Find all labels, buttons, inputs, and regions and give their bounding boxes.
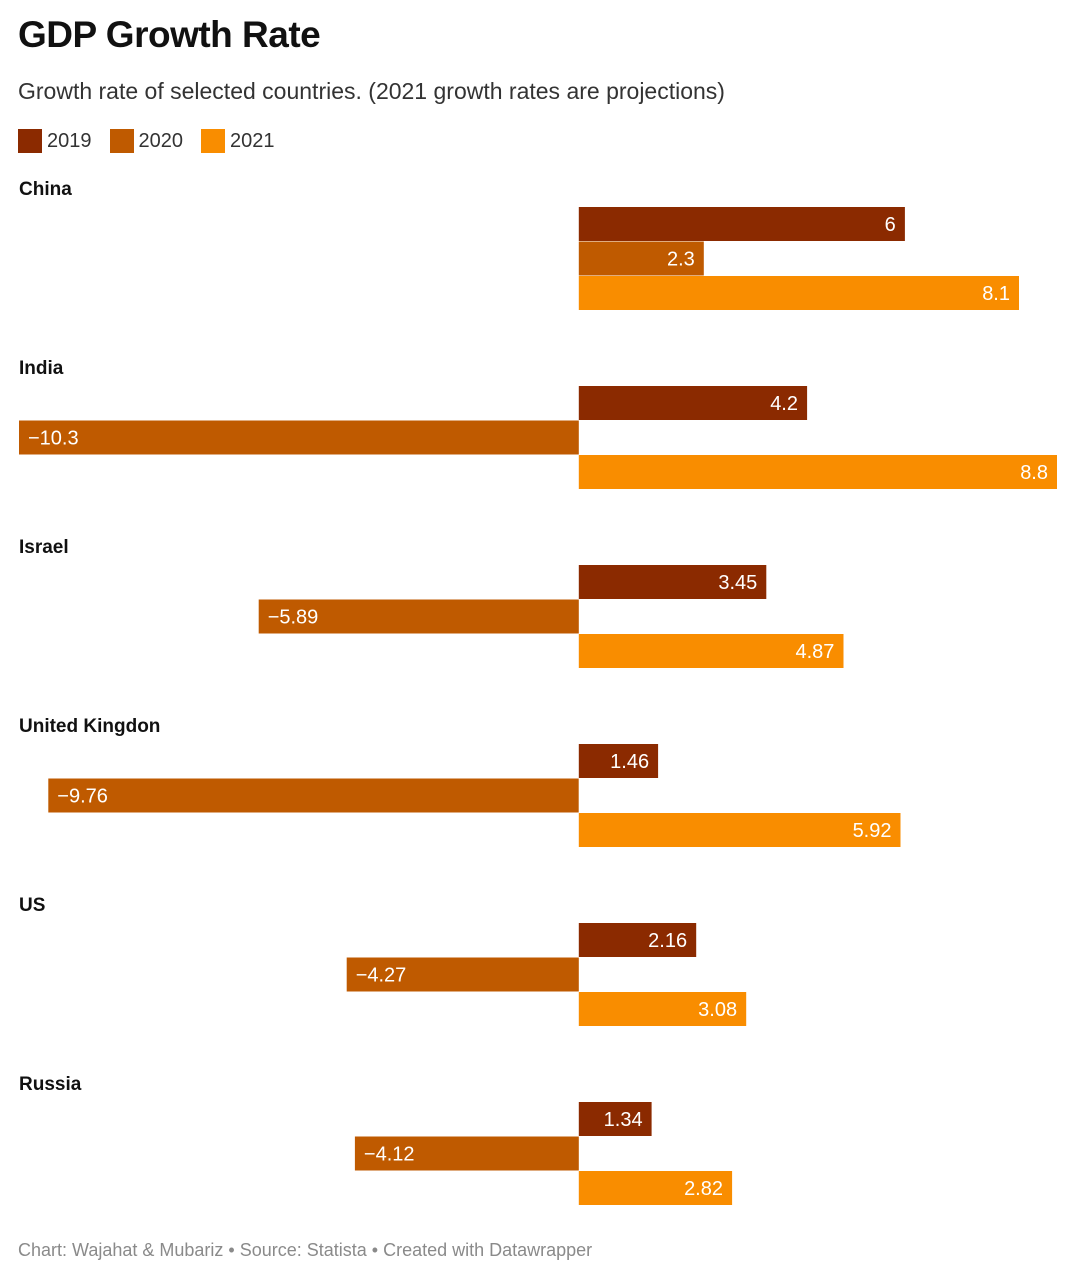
category-label-china: China: [19, 179, 72, 200]
bar-china-2019: [578, 207, 905, 241]
bar-china-2021: [578, 276, 1019, 310]
legend-swatch-2021: [201, 129, 225, 153]
bar-russia-2020: [354, 1136, 579, 1171]
bar-china-2020: [578, 241, 704, 276]
chart-subtitle: Growth rate of selected countries. (2021…: [18, 78, 725, 104]
bar-russia-2019: [578, 1102, 652, 1136]
legend-item-2021: 2021: [201, 129, 275, 153]
category-label-india: India: [19, 358, 64, 379]
value-label-india-2019: 4.2: [770, 393, 798, 415]
value-label-united-kingdon-2021: 5.92: [853, 820, 892, 842]
value-label-israel-2020: −5.89: [268, 607, 319, 629]
value-label-china-2021: 8.1: [982, 283, 1010, 305]
legend-swatch-2020: [109, 129, 134, 153]
legend-item-2019: 2019: [18, 129, 92, 153]
legend-swatch-2019: [18, 129, 42, 153]
value-label-israel-2019: 3.45: [718, 572, 757, 594]
bar-united-kingdon-2020: [48, 778, 579, 813]
value-label-china-2020: 2.3: [667, 249, 695, 271]
value-label-india-2021: 8.8: [1020, 462, 1048, 484]
chart-footer: Chart: Wajahat & Mubariz • Source: Stati…: [18, 1240, 593, 1260]
value-label-united-kingdon-2020: −9.76: [57, 786, 108, 808]
value-label-china-2019: 6: [885, 214, 896, 236]
bar-russia-2021: [578, 1171, 733, 1205]
value-label-russia-2019: 1.34: [604, 1109, 643, 1131]
value-label-us-2019: 2.16: [648, 930, 687, 952]
value-label-us-2020: −4.27: [356, 965, 407, 987]
bar-us-2020: [346, 957, 579, 992]
value-label-israel-2021: 4.87: [795, 641, 834, 663]
bar-india-2019: [578, 386, 808, 420]
bar-us-2019: [578, 923, 697, 957]
legend: 2019 2020 2021: [18, 128, 293, 154]
category-label-russia: Russia: [19, 1074, 82, 1095]
legend-label-2019: 2019: [47, 129, 92, 152]
bar-israel-2019: [578, 565, 767, 599]
value-label-us-2021: 3.08: [698, 999, 737, 1021]
bar-india-2020: [19, 420, 579, 455]
value-label-india-2020: −10.3: [28, 428, 79, 450]
category-label-israel: Israel: [19, 537, 69, 558]
bar-israel-2020: [258, 599, 579, 634]
legend-label-2021: 2021: [230, 129, 275, 152]
legend-label-2020: 2020: [138, 129, 184, 152]
value-label-russia-2021: 2.82: [684, 1178, 723, 1200]
bar-chart: China 6 2.3 8.1 India 4.2 −10.3 8.8 Israel 3.45 −5…: [19, 179, 1057, 1205]
chart-title: GDP Growth Rate: [18, 14, 321, 55]
bar-us-2021: [578, 992, 747, 1026]
bar-india-2021: [578, 455, 1057, 489]
bar-united-kingdon-2021: [578, 813, 901, 847]
value-label-russia-2020: −4.12: [364, 1144, 415, 1166]
category-label-united-kingdon: United Kingdon: [19, 716, 160, 737]
bar-israel-2021: [578, 634, 844, 668]
category-label-us: US: [19, 895, 45, 916]
legend-item-2020: 2020: [109, 129, 184, 153]
value-label-united-kingdon-2019: 1.46: [610, 751, 649, 773]
bar-united-kingdon-2019: [578, 744, 659, 778]
